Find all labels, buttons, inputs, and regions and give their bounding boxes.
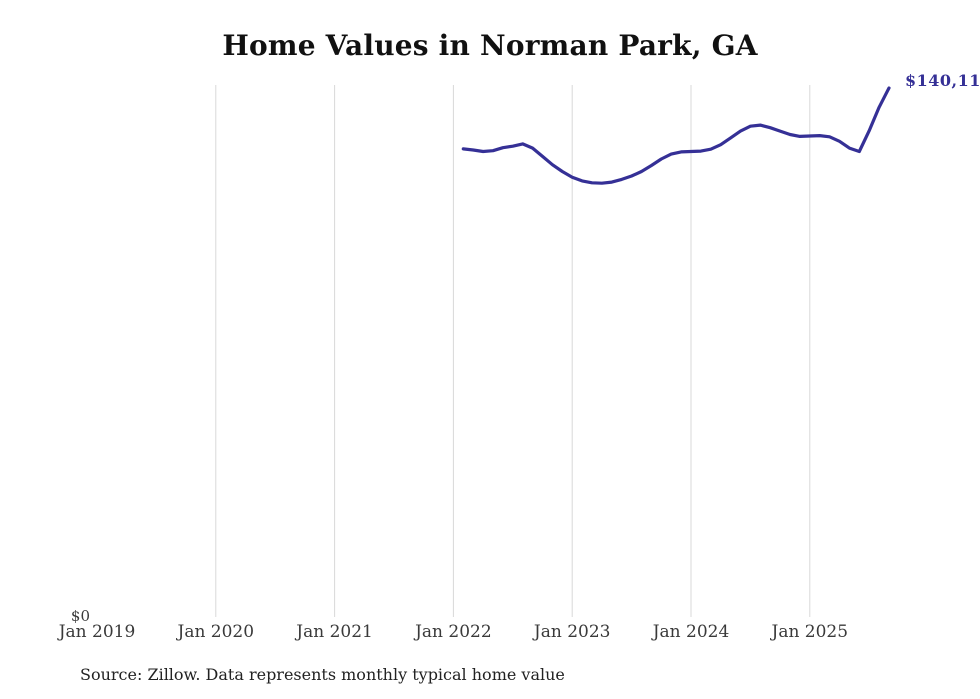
x-axis-label: Jan 2023	[533, 622, 611, 642]
x-axis-label: Jan 2025	[771, 622, 849, 642]
x-axis-label: Jan 2024	[652, 622, 730, 642]
x-axis-label: Jan 2020	[177, 622, 255, 642]
home-value-line	[461, 86, 891, 185]
x-axis-label: Jan 2019	[58, 622, 136, 642]
end-value-label: $140,119	[905, 71, 980, 90]
gridlines	[215, 85, 811, 617]
x-axis-label: Jan 2022	[415, 622, 492, 642]
chart-title: Home Values in Norman Park, GA	[222, 29, 758, 62]
x-axis-label: Jan 2021	[296, 622, 373, 642]
y-zero-label: $0	[70, 607, 90, 625]
source-note: Source: Zillow. Data represents monthly …	[80, 665, 565, 684]
